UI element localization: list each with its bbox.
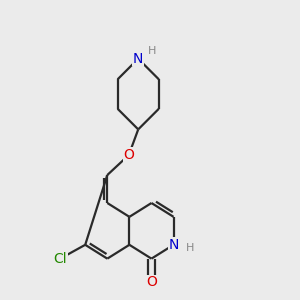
Text: N: N: [168, 238, 179, 252]
Text: N: N: [133, 52, 143, 66]
Text: O: O: [123, 148, 134, 162]
Text: H: H: [186, 243, 194, 253]
Text: H: H: [148, 46, 157, 56]
Text: O: O: [146, 275, 157, 290]
Text: Cl: Cl: [53, 252, 67, 266]
